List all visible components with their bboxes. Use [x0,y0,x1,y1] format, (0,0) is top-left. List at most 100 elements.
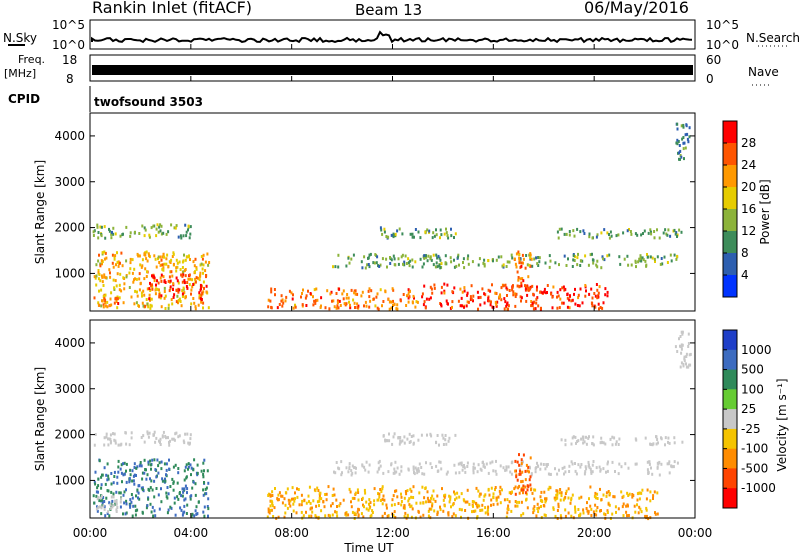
velocity-cell [95,507,98,511]
power-cell [112,278,115,282]
velocity-cell [417,510,420,514]
velocity-cell [507,504,510,508]
velocity-cell [471,500,474,503]
velocity-cell [448,436,451,440]
power-cell [532,307,535,311]
power-cell [200,287,202,291]
colorbar-tick-label: -25 [741,422,761,436]
power-cell [138,288,141,292]
velocity-cell [638,497,641,501]
power-cell [566,293,569,296]
velocity-cell [427,514,430,518]
power-cell [175,276,178,280]
velocity-cell [378,459,381,463]
velocity-cell [587,460,590,464]
power-cell [416,300,419,304]
velocity-cell [622,494,625,498]
velocity-cell [472,466,475,469]
velocity-cell [560,491,563,495]
power-cell [141,264,144,268]
power-cell [348,261,351,265]
power-cell [389,300,392,304]
nsky-tick-top: 10^5 [52,18,85,32]
power-cell [334,265,337,269]
power-cell [142,304,145,308]
velocity-cell [182,511,185,515]
velocity-cell [400,503,403,507]
power-cell [145,250,148,254]
power-cell [521,253,524,257]
power-cell [629,230,632,233]
power-cell [432,253,435,257]
velocity-cell [181,487,184,491]
power-cell [390,258,393,262]
colorbar-segment [723,209,737,232]
velocity-cell [563,472,565,476]
power-cell [148,293,151,297]
power-cell [419,236,422,240]
power-cell [326,289,329,293]
velocity-cell [397,502,400,505]
power-cell [379,263,382,267]
velocity-cell [357,491,360,494]
power-cell [182,286,185,290]
power-cell [123,282,126,286]
power-cell [177,301,179,305]
velocity-cell [501,488,503,492]
power-cell [495,258,498,262]
power-cell [651,256,654,260]
velocity-cell [165,473,167,477]
velocity-cell [133,482,136,486]
power-cell [411,300,414,304]
power-cell [564,287,567,291]
velocity-cell [115,490,118,494]
power-cell [116,272,119,276]
velocity-cell [641,488,644,492]
velocity-cell [529,466,531,470]
velocity-cell [298,503,301,507]
power-cell [427,254,430,258]
velocity-cell [300,510,303,514]
power-cell [469,295,472,299]
velocity-cell [506,498,509,502]
velocity-cell [479,492,482,496]
velocity-cell [117,459,120,463]
power-cell [141,301,144,305]
velocity-cell [636,503,638,507]
velocity-cell [354,471,357,475]
power-cell [522,279,525,283]
velocity-cell [124,431,127,435]
velocity-cell [113,438,116,442]
power-cell [363,255,366,259]
power-cell [538,256,541,260]
power-cell [116,306,119,310]
velocity-cell [154,440,157,444]
power-cell [522,257,525,261]
power-cell [155,265,158,269]
power-cell [120,251,123,255]
power-cell [524,286,527,290]
colorbar-segment [723,428,737,450]
velocity-cell [447,439,450,443]
colorbar-tick-label: 100 [741,382,764,396]
power-cell [516,284,519,288]
velocity-cell [178,491,181,494]
power-cell [93,275,96,279]
power-cell [117,264,120,268]
colorbar-segment [723,468,737,489]
power-cell [661,262,664,266]
velocity-cell [410,495,413,499]
velocity-cell [628,492,631,496]
velocity-cell [589,467,592,471]
velocity-cell [664,443,666,447]
velocity-cell [553,496,556,500]
velocity-cell [533,497,536,501]
power-cell [184,296,187,300]
velocity-cell [679,335,682,338]
power-cell [148,297,151,301]
power-cell [443,291,446,295]
velocity-cell [607,502,610,506]
power-cell [182,234,185,238]
velocity-cell [193,514,196,518]
velocity-cell [555,493,558,497]
